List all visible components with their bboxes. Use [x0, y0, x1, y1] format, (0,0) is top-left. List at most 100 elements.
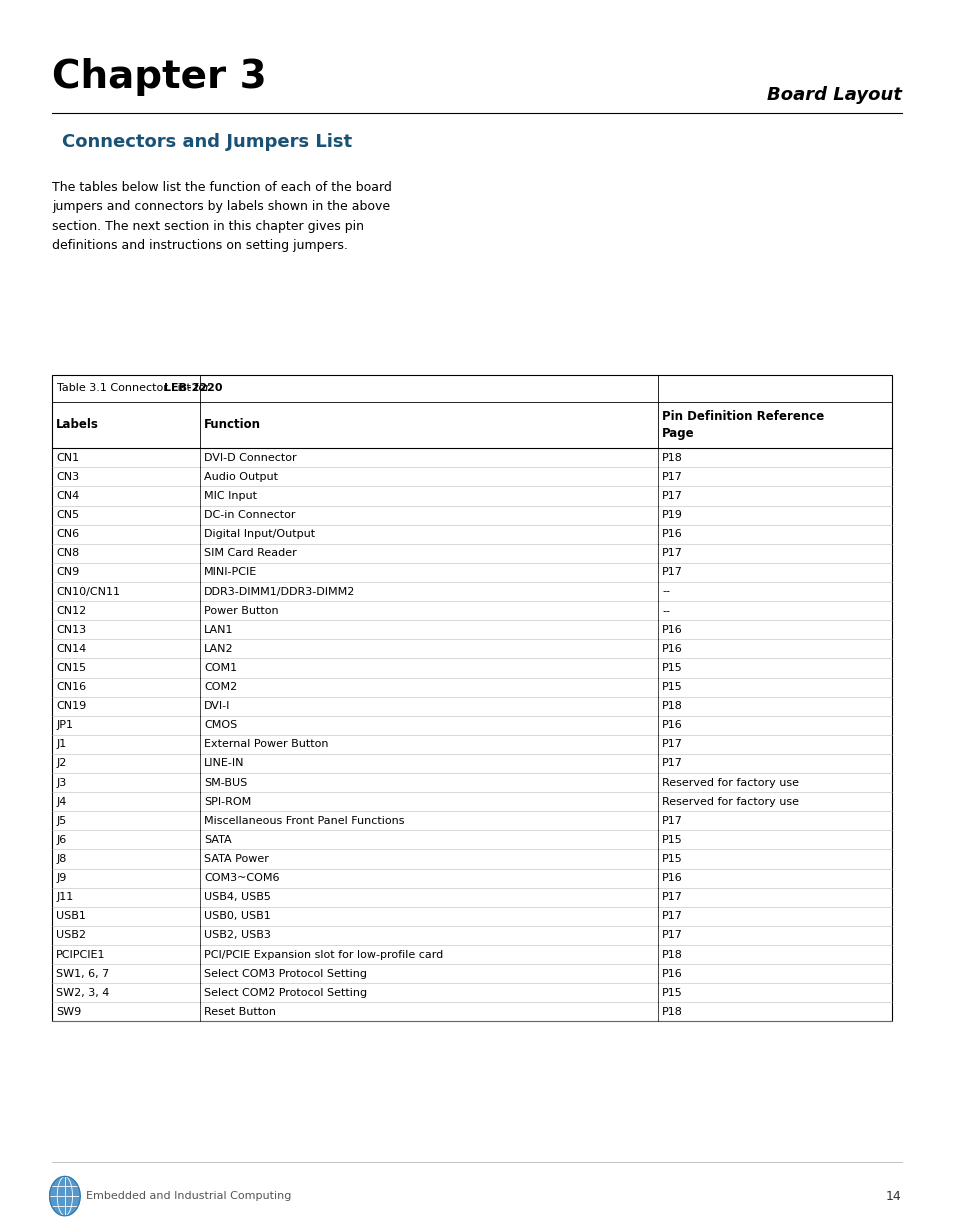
- Text: P19: P19: [661, 510, 682, 521]
- Text: SW2, 3, 4: SW2, 3, 4: [56, 987, 110, 998]
- Text: SATA Power: SATA Power: [204, 853, 269, 865]
- Text: J5: J5: [56, 815, 67, 825]
- Text: USB1: USB1: [56, 911, 86, 921]
- Text: CN4: CN4: [56, 491, 79, 501]
- Text: J4: J4: [56, 797, 67, 807]
- Bar: [52, 375, 891, 1022]
- Text: DC-in Connector: DC-in Connector: [204, 510, 295, 521]
- Text: PCIPCIE1: PCIPCIE1: [56, 949, 106, 959]
- Text: P17: P17: [661, 815, 682, 825]
- Text: COM1: COM1: [204, 663, 237, 673]
- Text: P15: P15: [661, 987, 682, 998]
- Text: P15: P15: [661, 663, 682, 673]
- Text: J11: J11: [56, 893, 73, 903]
- Text: CN6: CN6: [56, 529, 79, 539]
- Text: COM3~COM6: COM3~COM6: [204, 873, 279, 883]
- Text: P17: P17: [661, 931, 682, 941]
- Text: P17: P17: [661, 759, 682, 769]
- Text: CMOS: CMOS: [204, 721, 237, 731]
- Text: JP1: JP1: [56, 721, 73, 731]
- Text: P15: P15: [661, 835, 682, 845]
- Text: --: --: [661, 605, 669, 615]
- Text: Digital Input/Output: Digital Input/Output: [204, 529, 314, 539]
- Text: Labels: Labels: [56, 419, 99, 431]
- Text: P17: P17: [661, 739, 682, 749]
- Text: CN19: CN19: [56, 701, 87, 711]
- Text: P16: P16: [661, 721, 682, 731]
- Text: Embedded and Industrial Computing: Embedded and Industrial Computing: [86, 1191, 291, 1201]
- Text: MIC Input: MIC Input: [204, 491, 257, 501]
- Text: LEB-2220: LEB-2220: [164, 383, 222, 393]
- Text: Table 3.1 Connector List for: Table 3.1 Connector List for: [57, 383, 213, 393]
- Text: CN14: CN14: [56, 643, 87, 653]
- Text: P18: P18: [661, 949, 682, 959]
- Text: Reserved for factory use: Reserved for factory use: [661, 797, 799, 807]
- Text: CN8: CN8: [56, 549, 79, 559]
- Text: CN5: CN5: [56, 510, 79, 521]
- Text: P18: P18: [661, 453, 682, 463]
- Text: P17: P17: [661, 567, 682, 577]
- Text: CN9: CN9: [56, 567, 79, 577]
- Text: DVI-I: DVI-I: [204, 701, 231, 711]
- Text: P17: P17: [661, 491, 682, 501]
- Text: Connectors and Jumpers List: Connectors and Jumpers List: [62, 133, 352, 151]
- Text: SW9: SW9: [56, 1007, 81, 1017]
- Text: DVI-D Connector: DVI-D Connector: [204, 453, 296, 463]
- Text: P16: P16: [661, 529, 682, 539]
- Text: Audio Output: Audio Output: [204, 472, 278, 481]
- Text: Power Button: Power Button: [204, 605, 278, 615]
- Text: J6: J6: [56, 835, 67, 845]
- Text: USB2: USB2: [56, 931, 86, 941]
- Text: J8: J8: [56, 853, 67, 865]
- Text: J1: J1: [56, 739, 67, 749]
- Text: LAN2: LAN2: [204, 643, 233, 653]
- Text: SIM Card Reader: SIM Card Reader: [204, 549, 296, 559]
- Text: P17: P17: [661, 472, 682, 481]
- Text: CN12: CN12: [56, 605, 87, 615]
- Text: MINI-PCIE: MINI-PCIE: [204, 567, 257, 577]
- Text: Miscellaneous Front Panel Functions: Miscellaneous Front Panel Functions: [204, 815, 404, 825]
- Text: P17: P17: [661, 549, 682, 559]
- Text: CN1: CN1: [56, 453, 79, 463]
- Polygon shape: [50, 1176, 80, 1216]
- Text: USB0, USB1: USB0, USB1: [204, 911, 271, 921]
- Text: SATA: SATA: [204, 835, 232, 845]
- Text: P17: P17: [661, 893, 682, 903]
- Text: COM2: COM2: [204, 682, 237, 693]
- Text: LAN1: LAN1: [204, 625, 233, 635]
- Text: SW1, 6, 7: SW1, 6, 7: [56, 969, 110, 979]
- Text: External Power Button: External Power Button: [204, 739, 329, 749]
- Text: J9: J9: [56, 873, 67, 883]
- Text: USB4, USB5: USB4, USB5: [204, 893, 271, 903]
- Text: CN15: CN15: [56, 663, 87, 673]
- Text: J3: J3: [56, 777, 67, 787]
- Text: P16: P16: [661, 625, 682, 635]
- Text: P16: P16: [661, 643, 682, 653]
- Text: CN16: CN16: [56, 682, 87, 693]
- Text: The tables below list the function of each of the board
jumpers and connectors b: The tables below list the function of ea…: [52, 181, 392, 252]
- Text: Function: Function: [204, 419, 261, 431]
- Text: DDR3-DIMM1/DDR3-DIMM2: DDR3-DIMM1/DDR3-DIMM2: [204, 587, 355, 597]
- Text: CN13: CN13: [56, 625, 87, 635]
- Text: SM-BUS: SM-BUS: [204, 777, 247, 787]
- Text: Board Layout: Board Layout: [765, 86, 901, 104]
- Text: Pin Definition Reference
Page: Pin Definition Reference Page: [661, 410, 823, 440]
- Text: P15: P15: [661, 853, 682, 865]
- Text: Reserved for factory use: Reserved for factory use: [661, 777, 799, 787]
- Text: J2: J2: [56, 759, 67, 769]
- Text: P16: P16: [661, 969, 682, 979]
- Text: SPI-ROM: SPI-ROM: [204, 797, 252, 807]
- Text: PCI/PCIE Expansion slot for low-profile card: PCI/PCIE Expansion slot for low-profile …: [204, 949, 443, 959]
- Text: --: --: [661, 587, 669, 597]
- Text: Select COM2 Protocol Setting: Select COM2 Protocol Setting: [204, 987, 367, 998]
- Text: P18: P18: [661, 701, 682, 711]
- Text: Reset Button: Reset Button: [204, 1007, 275, 1017]
- Text: 14: 14: [884, 1190, 901, 1202]
- Text: P16: P16: [661, 873, 682, 883]
- Text: CN3: CN3: [56, 472, 79, 481]
- Text: CN10/CN11: CN10/CN11: [56, 587, 120, 597]
- Text: P15: P15: [661, 682, 682, 693]
- Text: LINE-IN: LINE-IN: [204, 759, 244, 769]
- Text: P17: P17: [661, 911, 682, 921]
- Text: USB2, USB3: USB2, USB3: [204, 931, 271, 941]
